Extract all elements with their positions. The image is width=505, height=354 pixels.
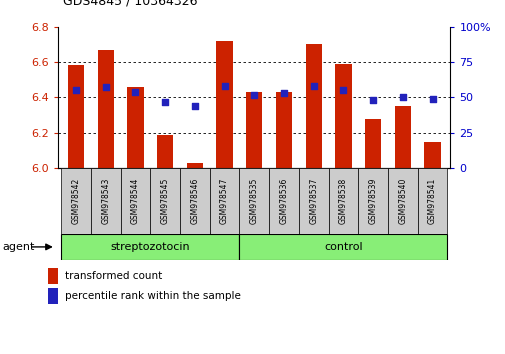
Point <box>161 99 169 104</box>
Point <box>309 83 317 89</box>
Text: GSM978538: GSM978538 <box>338 178 347 224</box>
Bar <box>364 119 380 168</box>
Point <box>279 90 287 96</box>
Text: GSM978535: GSM978535 <box>249 178 258 224</box>
Point <box>250 92 258 97</box>
Text: GSM978544: GSM978544 <box>131 178 140 224</box>
Bar <box>97 50 114 168</box>
Bar <box>328 168 358 234</box>
Bar <box>61 234 239 260</box>
Bar <box>239 234 446 260</box>
Bar <box>157 135 173 168</box>
Point <box>72 87 80 93</box>
Bar <box>358 168 387 234</box>
Bar <box>239 168 269 234</box>
Text: GSM978542: GSM978542 <box>71 178 80 224</box>
Bar <box>216 41 232 168</box>
Point <box>368 97 376 103</box>
Point <box>190 103 198 109</box>
Text: GSM978547: GSM978547 <box>220 178 229 224</box>
Bar <box>91 168 120 234</box>
Point <box>339 87 347 93</box>
Text: GSM978545: GSM978545 <box>160 178 169 224</box>
Bar <box>186 163 203 168</box>
Bar <box>48 288 58 304</box>
Bar <box>417 168 446 234</box>
Text: GSM978541: GSM978541 <box>427 178 436 224</box>
Text: GSM978546: GSM978546 <box>190 178 199 224</box>
Bar <box>298 168 328 234</box>
Bar <box>61 168 91 234</box>
Text: streptozotocin: streptozotocin <box>110 242 190 252</box>
Point <box>428 96 436 102</box>
Text: GDS4845 / 10364326: GDS4845 / 10364326 <box>63 0 197 7</box>
Bar <box>48 268 58 284</box>
Text: percentile rank within the sample: percentile rank within the sample <box>65 291 240 301</box>
Text: GSM978536: GSM978536 <box>279 178 288 224</box>
Bar <box>180 168 209 234</box>
Bar <box>394 106 410 168</box>
Point <box>220 83 228 89</box>
Bar <box>209 168 239 234</box>
Point <box>131 89 139 95</box>
Bar <box>334 64 351 168</box>
Bar <box>305 44 321 168</box>
Point <box>102 85 110 90</box>
Point <box>398 95 406 100</box>
Bar <box>387 168 417 234</box>
Text: GSM978537: GSM978537 <box>309 178 318 224</box>
Bar <box>269 168 298 234</box>
Text: control: control <box>323 242 362 252</box>
Text: agent: agent <box>3 242 35 252</box>
Text: transformed count: transformed count <box>65 271 162 281</box>
Bar <box>127 87 143 168</box>
Text: GSM978540: GSM978540 <box>397 178 407 224</box>
Bar <box>424 142 440 168</box>
Bar <box>275 92 291 168</box>
Bar <box>68 65 84 168</box>
Bar <box>245 92 262 168</box>
Text: GSM978539: GSM978539 <box>368 178 377 224</box>
Bar <box>120 168 150 234</box>
Bar <box>150 168 180 234</box>
Text: GSM978543: GSM978543 <box>101 178 110 224</box>
